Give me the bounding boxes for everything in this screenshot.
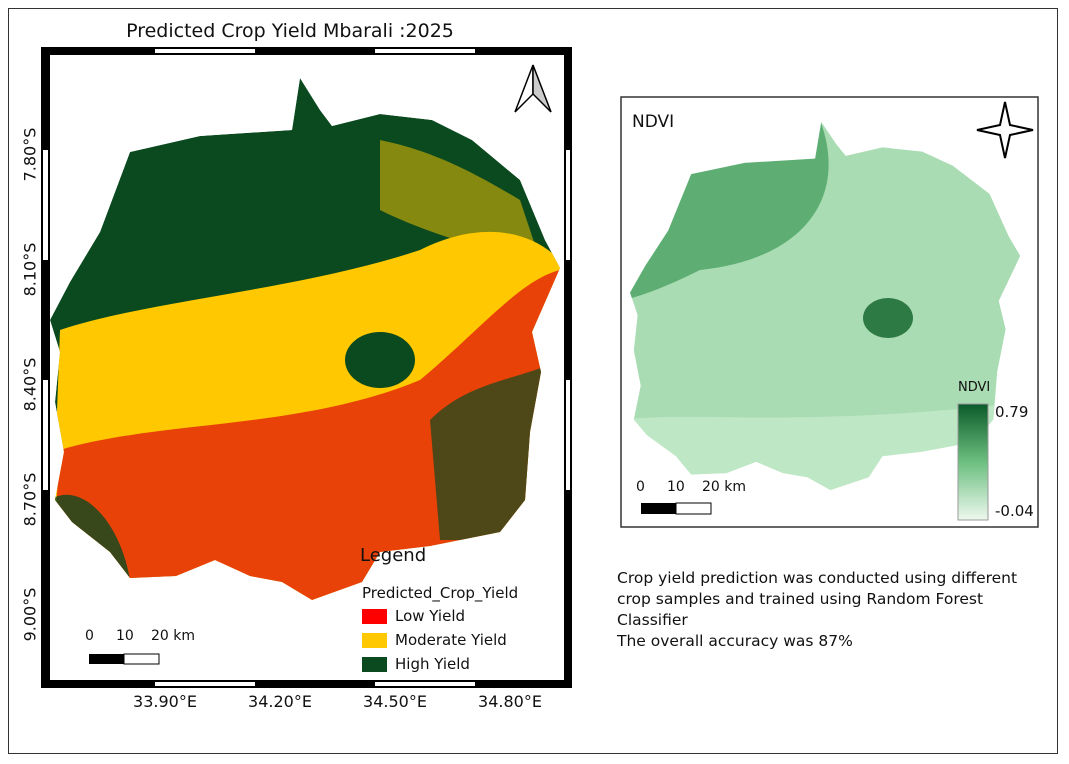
lat-label: 7.80°S — [20, 127, 40, 182]
lat-label: 8.10°S — [20, 242, 40, 297]
scale-label: 20 km — [151, 628, 196, 644]
swatch-high — [362, 656, 387, 672]
ndvi-legend-title: NDVI — [958, 380, 991, 395]
scale-label: 0 — [85, 628, 94, 644]
note-line: crop samples and trained using Random Fo… — [617, 590, 984, 608]
map-title: Predicted Crop Yield Mbarali :2025 — [126, 20, 454, 42]
scale-label: 10 — [116, 628, 134, 644]
ndvi-min-label: -0.04 — [995, 502, 1034, 520]
note-line: The overall accuracy was 87% — [617, 632, 853, 650]
ndvi-max-label: 0.79 — [995, 403, 1029, 421]
lon-label: 34.50°E — [363, 692, 427, 711]
scale-label: 20 km — [702, 479, 747, 495]
scale-label: 0 — [636, 479, 645, 495]
crop-yield-raster — [50, 78, 560, 600]
legend-item-low: Low Yield — [362, 607, 465, 625]
lon-label: 33.90°E — [133, 692, 197, 711]
legend-label: Moderate Yield — [395, 631, 507, 649]
lon-label: 34.80°E — [478, 692, 542, 711]
ndvi-map-title: NDVI — [632, 112, 675, 132]
method-note: Crop yield prediction was conducted usin… — [617, 568, 1057, 652]
legend-label: Low Yield — [395, 607, 466, 625]
swatch-moderate — [362, 632, 387, 648]
lon-label: 34.20°E — [248, 692, 312, 711]
ndvi-color-ramp — [957, 403, 989, 521]
legend-layer-name: Predicted_Crop_Yield — [362, 584, 519, 602]
note-line: Crop yield prediction was conducted usin… — [617, 569, 1018, 587]
left-scale-bar — [89, 653, 160, 665]
compass-star-icon — [976, 101, 1034, 159]
ndvi-raster — [630, 121, 1021, 490]
legend-item-moderate: Moderate Yield — [362, 631, 507, 649]
legend-item-high: High Yield — [362, 655, 470, 673]
layout-frame — [8, 8, 1058, 754]
lat-label: 9.00°S — [20, 587, 40, 642]
north-arrow-icon — [514, 64, 552, 113]
note-line: Classifier — [617, 611, 688, 629]
legend-title: Legend — [360, 545, 427, 566]
lat-label: 8.40°S — [20, 357, 40, 412]
swatch-low — [362, 608, 387, 624]
legend-label: High Yield — [395, 655, 470, 673]
scale-label: 10 — [667, 479, 685, 495]
lat-label: 8.70°S — [20, 472, 40, 527]
right-scale-bar — [641, 502, 712, 515]
